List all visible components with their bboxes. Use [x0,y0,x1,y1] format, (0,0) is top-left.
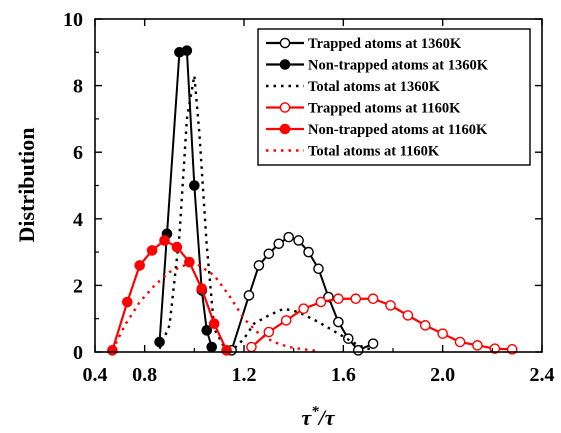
data-point [402,310,414,321]
series-line [250,297,513,351]
legend-marker [279,59,291,70]
data-point [303,246,314,258]
series-4 [246,293,518,355]
legend-item: Total atoms at 1360K [266,79,441,95]
x-axis-label-text: τ*/τ [301,404,335,430]
data-point [208,318,220,329]
x-tick-label: 1.6 [331,364,356,386]
series-line [158,49,213,348]
series-1 [226,231,379,356]
series-line [111,239,228,351]
data-point [206,341,218,353]
data-point [333,293,344,305]
data-point [350,293,362,305]
data-point [298,303,309,315]
series-line [158,75,374,352]
data-point [189,180,200,191]
x-axis-label: τ*/τ [301,404,335,430]
x-tick-label: 1.2 [232,364,257,386]
x-tick-label: 0.8 [132,364,157,386]
data-point [367,293,379,305]
data-point [263,326,275,338]
x-tick-label: 2.4 [530,364,555,386]
legend-item: Trapped atoms at 1160K [266,101,461,117]
data-point [263,248,275,260]
legend-item: Non-trapped atoms at 1160K [266,122,488,138]
data-point [333,316,344,328]
axis-ticks: 0.4 0.8 1.2 1.6 2.0 2.4 0 2 4 6 8 10 [63,9,555,386]
legend-label: Total atoms at 1160K [308,144,440,160]
data-point [181,45,193,56]
data-point [367,338,379,349]
series-line [111,264,319,353]
x-tick-label: 0.4 [83,364,108,386]
legend-marker [279,102,291,113]
legend-marker [279,123,291,135]
legend-item: Non-trapped atoms at 1360K [266,58,489,74]
legend-box [257,28,531,166]
legend: Trapped atoms at 1360K Non-trapped atoms … [257,28,531,166]
series-5 [107,235,232,356]
data-point [280,315,292,326]
data-point [154,336,165,348]
data-point [146,245,158,256]
data-point [221,345,232,356]
legend-label: Non-trapped atoms at 1360K [308,58,489,74]
legend-label: Total atoms at 1360K [308,79,441,95]
legend-label: Trapped atoms at 1360K [308,36,462,52]
legend-label: Non-trapped atoms at 1160K [308,122,488,138]
data-point [171,241,183,253]
y-axis-label: Distribution [14,128,39,243]
data-point [419,320,431,331]
legend-label: Trapped atoms at 1160K [308,101,461,117]
data-point [315,296,327,308]
legend-item: Total atoms at 1160K [266,144,440,160]
data-point [313,263,324,275]
data-point [437,328,448,339]
y-tick-label: 6 [73,142,83,164]
legend-item: Trapped atoms at 1360K [266,36,462,52]
y-tick-label: 10 [63,9,83,31]
data-point [293,235,304,246]
data-point [196,283,208,295]
data-point [385,300,396,311]
data-point [454,336,466,348]
data-point [134,260,145,271]
y-tick-label: 8 [73,76,83,98]
data-point [253,260,265,271]
y-tick-label: 4 [73,209,83,231]
x-tick-label: 2.0 [430,364,455,386]
y-tick-label: 0 [73,342,83,364]
data-point [246,341,257,353]
data-point [243,290,255,301]
data-point [121,296,133,308]
data-point [472,340,483,351]
data-point [283,231,295,243]
series-6 [111,264,319,353]
y-tick-label: 2 [73,275,83,297]
series-3 [158,75,374,352]
data-point [201,325,213,336]
legend-marker [279,37,291,49]
data-point [273,238,285,250]
data-point [159,235,170,246]
